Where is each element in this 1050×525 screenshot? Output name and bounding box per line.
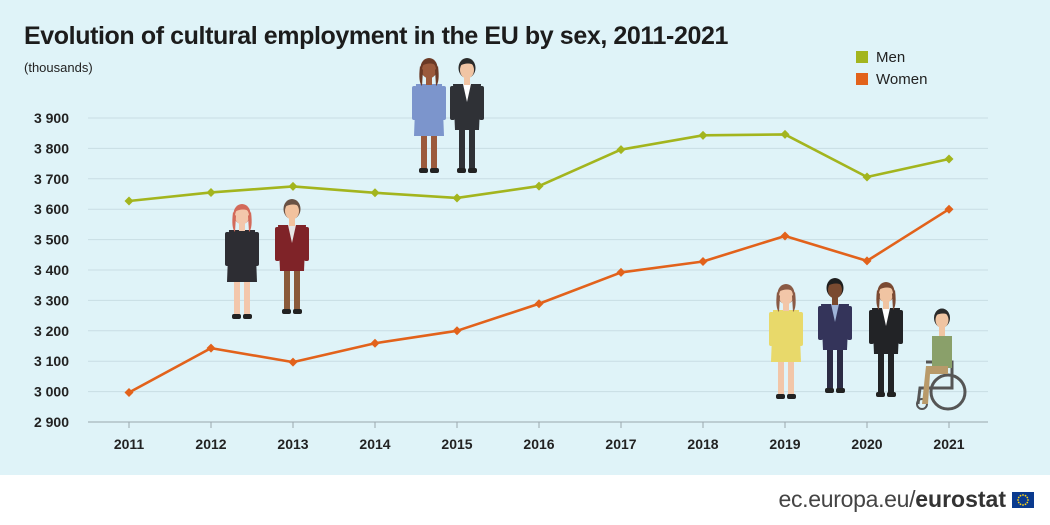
line-chart: 3 900 3 800 3 700 3 600 3 500 3 400 3 300 3 200…	[34, 58, 988, 452]
x-tick-label: 2014	[359, 436, 390, 452]
data-point-women	[370, 338, 380, 348]
footer-domain: ec.europa.eu/	[778, 486, 916, 512]
person-illustration	[225, 204, 259, 319]
data-point-men	[124, 196, 134, 206]
y-tick-label: 3 800	[34, 140, 69, 156]
data-point-women	[698, 256, 708, 266]
x-tick-label: 2017	[605, 436, 636, 452]
y-axis-ticks: 3 900 3 800 3 700 3 600 3 500 3 400 3 300 3 200…	[34, 110, 69, 430]
person-illustration	[869, 282, 903, 397]
data-point-women	[288, 357, 298, 367]
data-point-women	[616, 267, 626, 277]
data-point-men	[452, 193, 462, 203]
y-tick-label: 3 900	[34, 110, 69, 126]
y-tick-label: 3 300	[34, 292, 69, 308]
person-illustration	[450, 58, 484, 173]
data-point-women	[944, 204, 954, 214]
data-point-men	[862, 172, 872, 182]
unit-label: (thousands)	[24, 60, 93, 75]
x-tick-label: 2012	[195, 436, 226, 452]
series-lines	[124, 129, 954, 398]
y-tick-label: 3 600	[34, 201, 69, 217]
footer-source: ec.europa.eu/ eurostat	[778, 486, 1034, 513]
x-tick-label: 2015	[441, 436, 472, 452]
legend-item-women: Women	[856, 68, 927, 90]
y-tick-label: 3 700	[34, 171, 69, 187]
person-illustration	[412, 58, 446, 173]
data-point-women	[862, 256, 872, 266]
x-tick-label: 2013	[277, 436, 308, 452]
people-illustrations	[225, 58, 967, 411]
y-tick-label: 3 200	[34, 323, 69, 339]
chart-panel	[0, 0, 1050, 475]
legend-swatch-women	[856, 73, 868, 85]
person-illustration	[818, 278, 852, 393]
data-point-men	[534, 181, 544, 191]
y-tick-label: 3 100	[34, 353, 69, 369]
data-point-men	[780, 129, 790, 139]
data-point-women	[206, 343, 216, 353]
legend-label-men: Men	[876, 48, 906, 66]
x-tick-label: 2019	[769, 436, 800, 452]
x-tick-label: 2018	[687, 436, 718, 452]
person-wheelchair-illustration	[916, 308, 967, 411]
x-tick-label: 2020	[851, 436, 882, 452]
data-point-men	[206, 187, 216, 197]
x-tick-label: 2016	[523, 436, 554, 452]
legend-swatch-men	[856, 51, 868, 63]
y-tick-label: 3 000	[34, 384, 69, 400]
data-point-women	[780, 231, 790, 241]
eu-flag-icon	[1012, 491, 1034, 508]
x-tick-label: 2011	[114, 436, 145, 452]
legend: Men Women	[856, 46, 927, 90]
gridlines	[88, 117, 988, 423]
footer-brand: eurostat	[915, 486, 1006, 512]
chart-title: Evolution of cultural employment in the …	[24, 22, 728, 50]
y-tick-label: 2 900	[34, 414, 69, 430]
data-point-women	[124, 388, 134, 398]
data-point-men	[944, 154, 954, 164]
person-illustration	[275, 199, 309, 314]
y-tick-label: 3 400	[34, 262, 69, 278]
data-point-men	[370, 188, 380, 198]
data-point-men	[698, 130, 708, 140]
data-point-men	[288, 181, 298, 191]
y-tick-label: 3 500	[34, 232, 69, 248]
data-point-women	[452, 326, 462, 336]
data-point-men	[616, 145, 626, 155]
series-line-men	[128, 133, 950, 203]
legend-label-women: Women	[876, 70, 928, 88]
x-tick-label: 2021	[933, 436, 964, 452]
x-axis-ticks: 2011 2012 2013 2014 2015 2016 2017 2018 2019 2020…	[114, 422, 965, 452]
data-point-women	[534, 299, 544, 309]
person-illustration	[769, 284, 803, 399]
legend-item-men: Men	[856, 46, 927, 68]
